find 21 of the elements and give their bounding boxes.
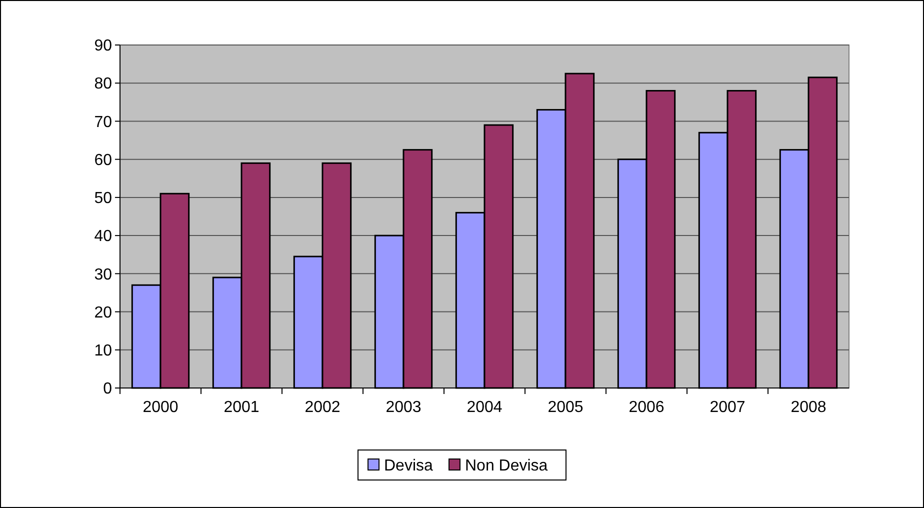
x-tick-label: 2007 [710, 399, 746, 416]
y-tick-label: 10 [94, 342, 112, 360]
legend-label: Devisa [384, 458, 434, 475]
x-tick-label: 2001 [224, 399, 260, 416]
x-tick-label: 2004 [466, 399, 502, 416]
y-tick-label: 80 [94, 76, 112, 93]
y-tick-label: 20 [94, 304, 112, 322]
x-tick-label: 2002 [304, 399, 340, 416]
x-tick-label: 2003 [386, 399, 422, 416]
x-tick-label: 2008 [790, 399, 826, 416]
y-tick-label: 30 [94, 266, 112, 284]
x-tick-label: 2005 [548, 399, 584, 416]
legend-label: Non Devisa [465, 458, 548, 475]
x-tick-label: 2000 [142, 399, 178, 416]
x-tick-label: 2006 [628, 399, 664, 416]
y-tick-label: 60 [94, 152, 112, 169]
y-tick-label: 40 [94, 228, 112, 246]
y-tick-label: 90 [94, 38, 112, 55]
y-tick-label: 0 [103, 380, 112, 398]
y-tick-label: 50 [94, 190, 112, 208]
y-tick-label: 70 [94, 114, 112, 131]
